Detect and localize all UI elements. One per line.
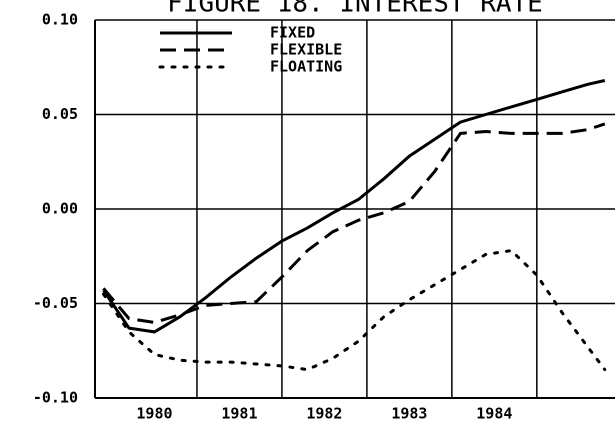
y-tick-label: 0.00 [42, 200, 78, 218]
x-tick-label: 1984 [476, 405, 512, 423]
y-tick-label: -0.05 [33, 294, 78, 312]
legend-label: FLEXIBLE [270, 41, 342, 59]
series-line [102, 249, 607, 372]
y-tick-label: 0.10 [42, 11, 78, 29]
series-line [102, 122, 606, 324]
x-tick-label: 1983 [391, 405, 427, 423]
y-tick-label: 0.05 [42, 105, 78, 123]
x-tick-label: 1982 [306, 405, 342, 423]
legend-label: FLOATING [270, 58, 342, 76]
x-tick-label: 1980 [136, 405, 172, 423]
x-tick-label: 1981 [221, 405, 257, 423]
y-tick-label: -0.10 [33, 389, 78, 407]
legend-label: FIXED [270, 24, 315, 42]
series-line [102, 79, 606, 334]
chart-title: FIGURE 18. INTEREST RATE [167, 0, 543, 19]
